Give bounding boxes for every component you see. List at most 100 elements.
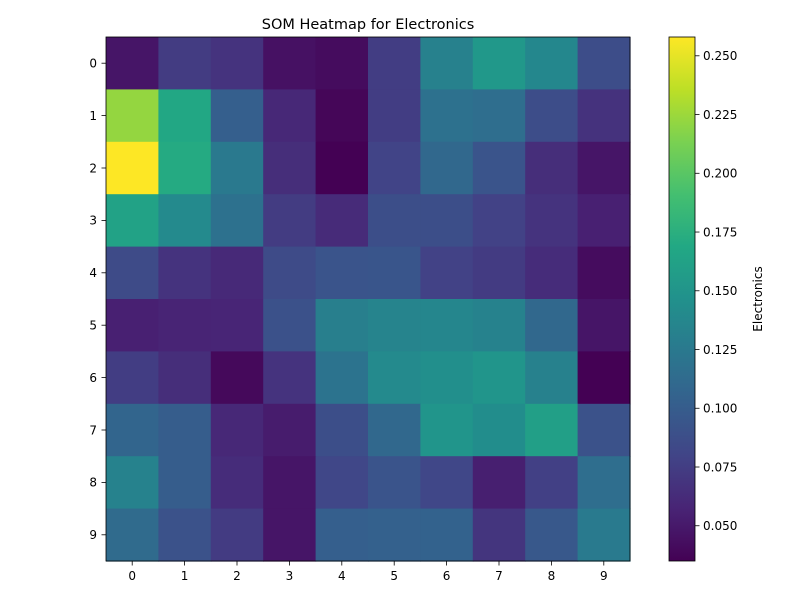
- heatmap-cell-r6-c6: [420, 351, 474, 405]
- x-tick-label-7: 7: [495, 569, 503, 583]
- heatmap-cell-r2-c8: [525, 141, 579, 195]
- heatmap-cell-r8-c1: [158, 456, 212, 510]
- heatmap-cell-r7-c9: [577, 403, 631, 457]
- heatmap-cell-r9-c5: [368, 508, 421, 562]
- heatmap-cell-r9-c1: [158, 508, 212, 562]
- heatmap-cell-r1-c6: [420, 89, 474, 143]
- heatmap-cell-r4-c7: [472, 246, 526, 300]
- heatmap-cell-r3-c9: [577, 194, 631, 248]
- heatmap-cell-r8-c7: [472, 456, 526, 510]
- heatmap-cell-r8-c9: [577, 456, 631, 510]
- heatmap-cell-r8-c0: [106, 456, 159, 510]
- heatmap-cell-r0-c9: [577, 37, 631, 90]
- colorbar-tick-label-8: 0.250: [703, 49, 737, 63]
- heatmap-cell-r3-c4: [315, 194, 369, 248]
- y-tick-label-3: 3: [89, 214, 97, 228]
- heatmap-cell-r6-c0: [106, 351, 159, 405]
- heatmap-cell-r9-c0: [106, 508, 159, 562]
- y-tick-label-2: 2: [89, 161, 97, 175]
- y-axis-ticks: 0 1 2 3 4 5 6 7 8 9: [89, 57, 106, 542]
- heatmap-cell-r0-c7: [472, 37, 526, 90]
- heatmap-cell-r3-c2: [210, 194, 264, 248]
- x-tick-label-6: 6: [443, 569, 451, 583]
- y-tick-label-9: 9: [89, 528, 97, 542]
- colorbar-tick-label-1: 0.075: [703, 460, 737, 474]
- x-tick-label-2: 2: [233, 569, 241, 583]
- heatmap-cell-r1-c3: [263, 89, 317, 143]
- heatmap-cell-r9-c4: [315, 508, 369, 562]
- heatmap-cell-r4-c6: [420, 246, 474, 300]
- plot-frame: [105, 36, 631, 562]
- heatmap-cell-r0-c2: [210, 37, 264, 90]
- heatmap-cell-r3-c5: [368, 194, 421, 248]
- colorbar-tick-label-3: 0.125: [703, 343, 737, 357]
- colorbar-tick-label-6: 0.200: [703, 167, 737, 181]
- heatmap-cell-r1-c7: [472, 89, 526, 143]
- chart-title: SOM Heatmap for Electronics: [262, 17, 475, 33]
- heatmap-cell-r0-c0: [106, 37, 159, 90]
- heatmap-cell-r8-c8: [525, 456, 579, 510]
- heatmap-cell-r6-c4: [315, 351, 369, 405]
- x-tick-label-4: 4: [338, 569, 346, 583]
- heatmap-cell-r2-c9: [577, 141, 631, 195]
- heatmap-cell-r6-c8: [525, 351, 579, 405]
- heatmap-cell-r3-c7: [472, 194, 526, 248]
- heatmap-cell-r5-c6: [420, 299, 474, 352]
- heatmap-cell-r7-c2: [210, 403, 264, 457]
- heatmap-cell-r1-c0: [106, 89, 159, 143]
- heatmap-cell-r4-c4: [315, 246, 369, 300]
- heatmap-cell-r7-c6: [420, 403, 474, 457]
- heatmap-cell-r5-c9: [577, 299, 631, 352]
- heatmap-cell-r4-c0: [106, 246, 159, 300]
- heatmap-cell-r2-c5: [368, 141, 421, 195]
- colorbar-tick-label-5: 0.175: [703, 225, 737, 239]
- colorbar-tick-label-4: 0.150: [703, 284, 737, 298]
- x-tick-label-1: 1: [181, 569, 189, 583]
- heatmap-cell-r5-c1: [158, 299, 212, 352]
- x-tick-label-5: 5: [390, 569, 398, 583]
- x-tick-label-9: 9: [600, 569, 608, 583]
- heatmap-cell-r0-c4: [315, 37, 369, 90]
- x-tick-label-3: 3: [286, 569, 294, 583]
- heatmap-cell-r0-c6: [420, 37, 474, 90]
- heatmap-cell-r8-c3: [263, 456, 317, 510]
- heatmap-cell-r6-c9: [577, 351, 631, 405]
- colorbar-ticks: 0.050 0.075 0.100 0.125 0.150 0.175 0.200 0.225…: [695, 49, 737, 533]
- heatmap-cell-r0-c1: [158, 37, 212, 90]
- colorbar-tick-label-2: 0.100: [703, 402, 737, 416]
- heatmap-cell-r5-c7: [472, 299, 526, 352]
- heatmap-cell-r9-c3: [263, 508, 317, 562]
- heatmap-cell-r4-c5: [368, 246, 421, 300]
- y-tick-label-7: 7: [89, 423, 97, 437]
- heatmap-cell-r3-c3: [263, 194, 317, 248]
- heatmap-cell-r4-c9: [577, 246, 631, 300]
- heatmap-cell-r4-c8: [525, 246, 579, 300]
- heatmap-cell-r7-c0: [106, 403, 159, 457]
- heatmap-cells: [106, 37, 631, 562]
- heatmap-cell-r6-c5: [368, 351, 421, 405]
- heatmap-cell-r9-c2: [210, 508, 264, 562]
- heatmap-cell-r2-c1: [158, 141, 212, 195]
- heatmap-cell-r6-c3: [263, 351, 317, 405]
- heatmap-cell-r4-c1: [158, 246, 212, 300]
- heatmap-cell-r2-c7: [472, 141, 526, 195]
- y-tick-label-0: 0: [89, 57, 97, 71]
- heatmap-cell-r5-c4: [315, 299, 369, 352]
- heatmap-cell-r1-c9: [577, 89, 631, 143]
- heatmap-cell-r7-c7: [472, 403, 526, 457]
- heatmap-cell-r4-c3: [263, 246, 317, 300]
- heatmap-cell-r0-c3: [263, 37, 317, 90]
- heatmap-cell-r2-c3: [263, 141, 317, 195]
- heatmap-cell-r1-c4: [315, 89, 369, 143]
- heatmap-cell-r6-c1: [158, 351, 212, 405]
- y-tick-label-1: 1: [89, 109, 97, 123]
- heatmap-cell-r2-c4: [315, 141, 369, 195]
- heatmap-cell-r2-c2: [210, 141, 264, 195]
- heatmap-cell-r5-c2: [210, 299, 264, 352]
- heatmap-cell-r5-c8: [525, 299, 579, 352]
- heatmap-cell-r7-c3: [263, 403, 317, 457]
- heatmap-cell-r8-c6: [420, 456, 474, 510]
- heatmap-cell-r7-c1: [158, 403, 212, 457]
- heatmap-cell-r5-c0: [106, 299, 159, 352]
